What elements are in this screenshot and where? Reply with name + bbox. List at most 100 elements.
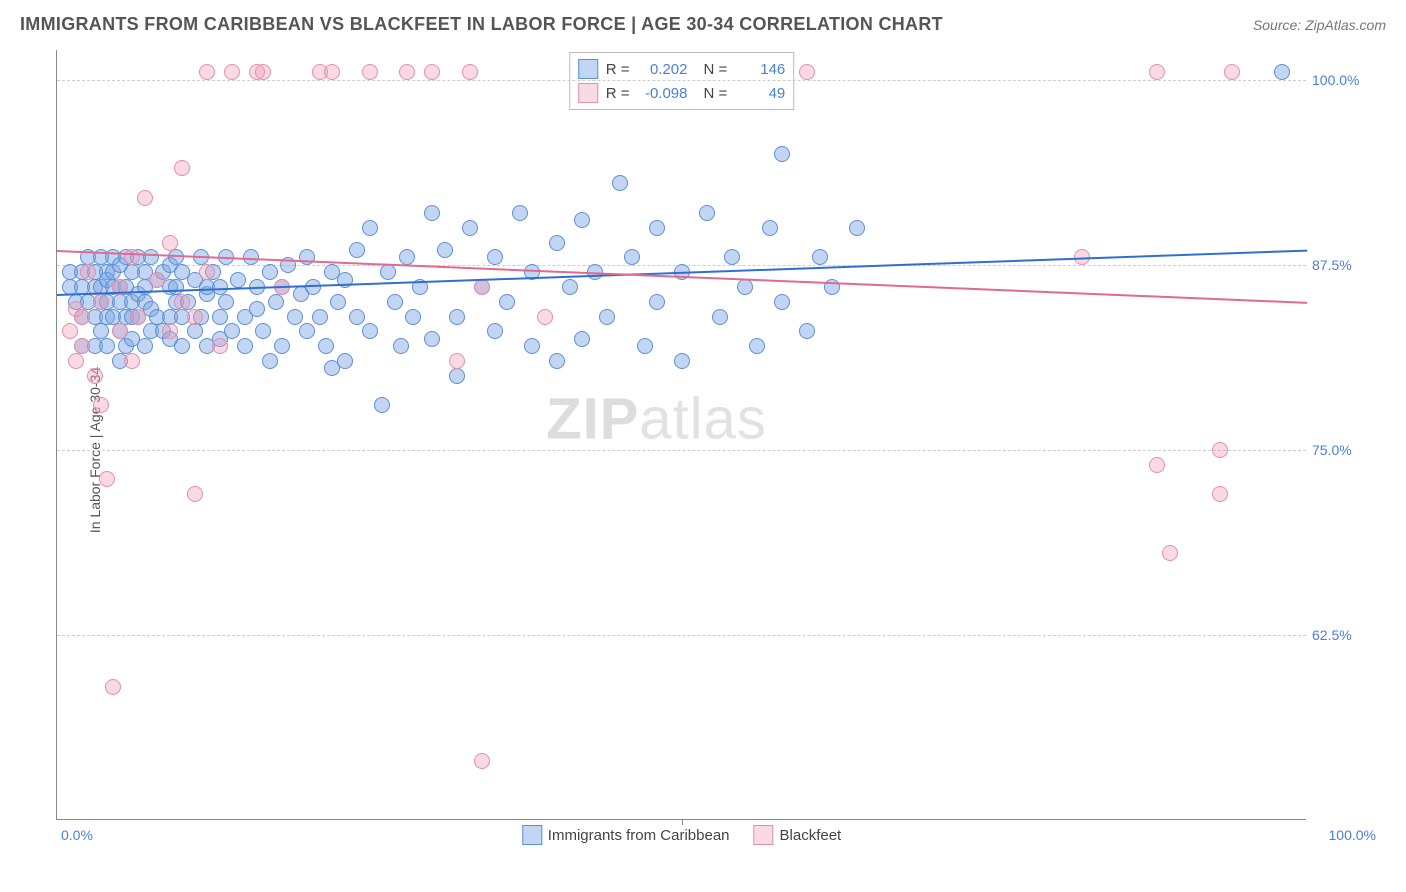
data-point xyxy=(399,249,415,265)
data-point xyxy=(474,279,490,295)
legend-label: Blackfeet xyxy=(780,827,842,844)
data-point xyxy=(474,753,490,769)
data-point xyxy=(524,338,540,354)
data-point xyxy=(712,309,728,325)
data-point xyxy=(262,353,278,369)
data-point xyxy=(812,249,828,265)
data-point xyxy=(68,353,84,369)
data-point xyxy=(99,471,115,487)
data-point xyxy=(799,64,815,80)
data-point xyxy=(437,242,453,258)
data-point xyxy=(699,205,715,221)
data-point xyxy=(362,220,378,236)
data-point xyxy=(1149,457,1165,473)
data-point xyxy=(187,486,203,502)
data-point xyxy=(393,338,409,354)
data-point xyxy=(299,323,315,339)
plot-area: ZIPatlas R =0.202N =146R =-0.098N =49 Im… xyxy=(56,50,1306,820)
data-point xyxy=(168,249,184,265)
data-point xyxy=(574,212,590,228)
data-point xyxy=(262,264,278,280)
stats-row: R = -0.098 N = 49 xyxy=(578,81,786,105)
data-point xyxy=(380,264,396,280)
data-point xyxy=(93,323,109,339)
gridline xyxy=(57,80,1306,81)
data-point xyxy=(224,64,240,80)
watermark: ZIPatlas xyxy=(546,386,767,453)
data-point xyxy=(574,331,590,347)
data-point xyxy=(187,309,203,325)
data-point xyxy=(799,323,815,339)
data-point xyxy=(74,309,90,325)
data-point xyxy=(405,309,421,325)
data-point xyxy=(112,323,128,339)
data-point xyxy=(255,323,271,339)
data-point xyxy=(237,338,253,354)
data-point xyxy=(199,64,215,80)
n-label: N = xyxy=(704,85,728,102)
data-point xyxy=(224,323,240,339)
data-point xyxy=(174,294,190,310)
data-point xyxy=(143,249,159,265)
data-point xyxy=(362,323,378,339)
data-point xyxy=(87,368,103,384)
y-tick-label: 87.5% xyxy=(1312,257,1382,273)
data-point xyxy=(374,397,390,413)
data-point xyxy=(549,235,565,251)
legend-item: Immigrants from Caribbean xyxy=(522,825,730,845)
data-point xyxy=(1212,486,1228,502)
legend-swatch xyxy=(578,59,598,79)
data-point xyxy=(199,264,215,280)
bottom-legend: Immigrants from Caribbean Blackfeet xyxy=(522,825,841,845)
data-point xyxy=(287,309,303,325)
data-point xyxy=(674,353,690,369)
data-point xyxy=(549,353,565,369)
x-mid-tick xyxy=(682,819,683,825)
x-tick-right: 100.0% xyxy=(1329,827,1376,843)
n-value: 146 xyxy=(735,61,785,78)
data-point xyxy=(487,323,503,339)
data-point xyxy=(324,64,340,80)
data-point xyxy=(174,338,190,354)
data-point xyxy=(124,353,140,369)
data-point xyxy=(337,353,353,369)
data-point xyxy=(330,294,346,310)
data-point xyxy=(362,64,378,80)
data-point xyxy=(424,331,440,347)
data-point xyxy=(162,235,178,251)
data-point xyxy=(624,249,640,265)
data-point xyxy=(74,338,90,354)
data-point xyxy=(218,294,234,310)
data-point xyxy=(124,249,140,265)
data-point xyxy=(562,279,578,295)
data-point xyxy=(93,397,109,413)
n-value: 49 xyxy=(735,85,785,102)
legend-swatch xyxy=(522,825,542,845)
gridline xyxy=(57,450,1306,451)
chart-title: IMMIGRANTS FROM CARIBBEAN VS BLACKFEET I… xyxy=(20,14,943,35)
data-point xyxy=(1149,64,1165,80)
data-point xyxy=(349,309,365,325)
data-point xyxy=(349,242,365,258)
data-point xyxy=(774,294,790,310)
data-point xyxy=(724,249,740,265)
n-label: N = xyxy=(704,61,728,78)
data-point xyxy=(449,368,465,384)
data-point xyxy=(424,205,440,221)
y-tick-label: 100.0% xyxy=(1312,72,1382,88)
r-label: R = xyxy=(606,85,630,102)
data-point xyxy=(399,64,415,80)
data-point xyxy=(449,353,465,369)
r-value: 0.202 xyxy=(638,61,688,78)
legend-label: Immigrants from Caribbean xyxy=(548,827,730,844)
data-point xyxy=(230,272,246,288)
legend-item: Blackfeet xyxy=(754,825,842,845)
data-point xyxy=(599,309,615,325)
r-value: -0.098 xyxy=(638,85,688,102)
stats-box: R = 0.202 N = 146 R = -0.098 N = 49 xyxy=(569,52,795,110)
data-point xyxy=(255,64,271,80)
data-point xyxy=(612,175,628,191)
data-point xyxy=(737,279,753,295)
data-point xyxy=(137,190,153,206)
chart: In Labor Force | Age 30-34 ZIPatlas R =0… xyxy=(48,50,1388,850)
